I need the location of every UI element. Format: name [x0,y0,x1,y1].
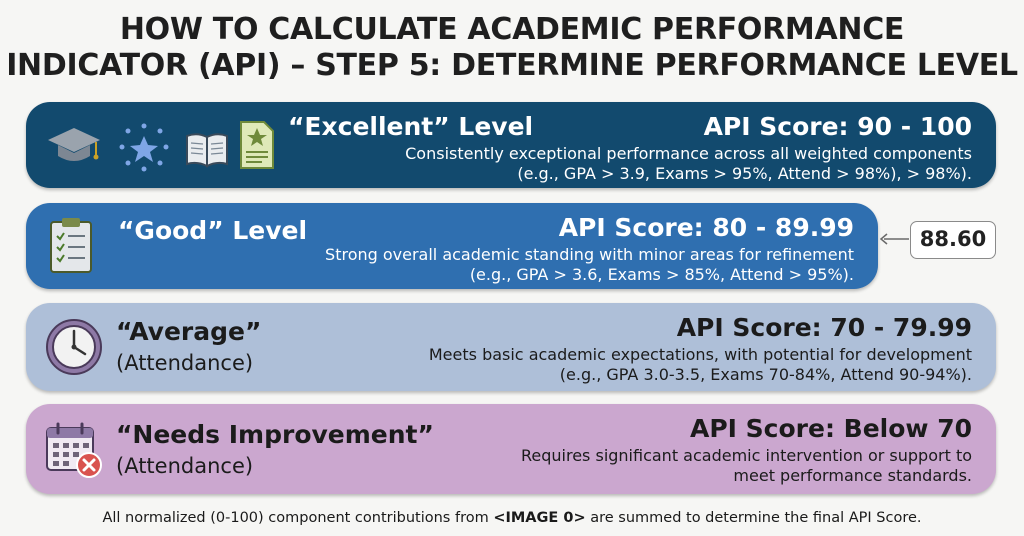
level-name: “Good” Level [118,216,308,245]
description-line-1: Meets basic academic expectations, with … [428,345,972,364]
api-score-range: API Score: 70 - 79.99 [676,313,972,342]
page-title: HOW TO CALCULATE ACADEMIC PERFORMANCE IN… [0,12,1024,84]
book-icon [186,133,228,168]
description-line-1: Requires significant academic interventi… [521,446,972,465]
clock-icon [46,319,102,375]
level-needs-improvement-band: “Needs Improvement” (Attendance) API Sco… [26,404,996,494]
level-description: Meets basic academic expectations, with … [429,345,972,385]
level-subtitle: (Attendance) [116,351,254,375]
graduation-cap-icon [48,128,100,161]
level-description: Requires significant academic interventi… [521,446,972,486]
clipboard-checklist-icon [50,218,92,273]
stars-icon [119,123,169,172]
title-line-2: INDICATOR (API) – STEP 5: DETERMINE PERF… [6,48,1018,83]
description-line-2: meet performance standards. [733,466,972,485]
level-subtitle: (Attendance) [116,454,254,478]
description-line-2: (e.g., GPA > 3.6, Exams > 85%, Attend > … [469,265,854,284]
footer-prefix: All normalized (0-100) component contrib… [102,510,494,526]
api-score-callout: 88.60 [910,221,996,259]
level-name: “Excellent” Level [288,112,534,141]
level-average-band: “Average” (Attendance) API Score: 70 - 7… [26,303,996,391]
footer-suffix: are summed to determine the final API Sc… [585,510,922,526]
description-line-2: (e.g., GPA 3.0-3.5, Exams 70-84%, Attend… [559,365,972,384]
level-good-band: “Good” Level API Score: 80 - 89.99 Stron… [26,203,878,289]
arrow-left-icon [879,233,909,245]
level-excellent-band: “Excellent” Level API Score: 90 - 100 Co… [26,102,996,188]
footer-image-ref: <IMAGE 0> [493,510,586,526]
certificate-icon [240,121,274,169]
level-name: “Average” [116,317,262,346]
level-description: Strong overall academic standing with mi… [325,245,854,285]
level-name: “Needs Improvement” [116,420,434,449]
calendar-x-icon [46,422,102,478]
title-line-1: HOW TO CALCULATE ACADEMIC PERFORMANCE [119,12,905,47]
api-score-range: API Score: Below 70 [689,414,972,443]
level-description: Consistently exceptional performance acr… [405,144,972,184]
footer-note: All normalized (0-100) component contrib… [0,510,1024,526]
api-score-range: API Score: 80 - 89.99 [558,213,854,242]
description-line-2: (e.g., GPA > 3.9, Exams > 95%, Attend > … [517,164,972,183]
api-score-range: API Score: 90 - 100 [703,112,972,141]
description-line-1: Consistently exceptional performance acr… [405,144,972,163]
description-line-1: Strong overall academic standing with mi… [325,245,854,264]
